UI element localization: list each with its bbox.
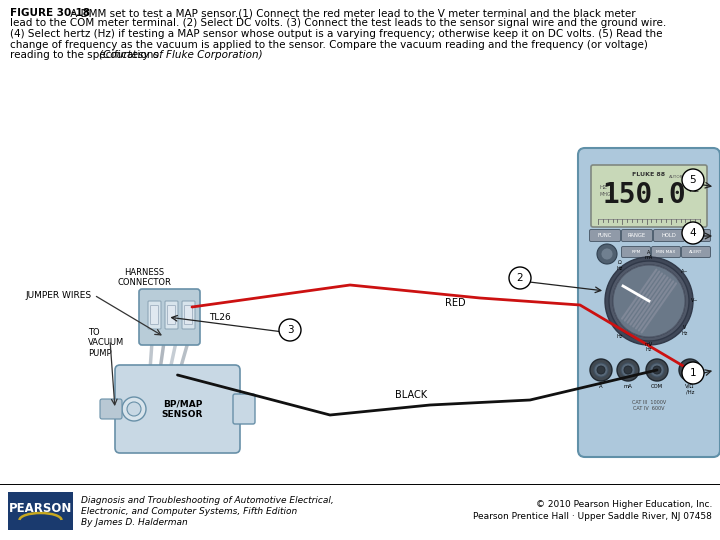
Circle shape [682, 222, 704, 244]
FancyBboxPatch shape [184, 306, 192, 325]
Text: mV
Hz: mV Hz [645, 342, 653, 353]
Text: A~: A~ [680, 269, 688, 274]
Text: MIN MAX: MIN MAX [657, 250, 675, 254]
Text: Ω
Hz: Ω Hz [616, 260, 623, 271]
Text: change of frequency as the vacuum is applied to the sensor. Compare the vacuum r: change of frequency as the vacuum is app… [10, 39, 648, 50]
Text: CAT III  1000V
CAT IV  600V: CAT III 1000V CAT IV 600V [632, 400, 666, 411]
Text: lead to the COM meter terminal. (2) Select DC volts. (3) Connect the test leads : lead to the COM meter terminal. (2) Sele… [10, 18, 666, 29]
Text: TO
VACUUM
PUMP: TO VACUUM PUMP [88, 328, 125, 358]
Text: A: A [599, 384, 603, 389]
Text: ALERT: ALERT [689, 250, 703, 254]
Text: © 2010 Pearson Higher Education, Inc.: © 2010 Pearson Higher Education, Inc. [536, 500, 712, 509]
Circle shape [605, 257, 693, 345]
FancyBboxPatch shape [652, 246, 680, 258]
Text: V
Hz: V Hz [681, 325, 688, 336]
Text: MHG: MHG [599, 192, 611, 197]
Text: Hz: Hz [616, 334, 623, 339]
FancyBboxPatch shape [591, 165, 707, 227]
Text: V/Ω
/Hz: V/Ω /Hz [685, 384, 695, 395]
Text: By James D. Halderman: By James D. Halderman [81, 518, 188, 527]
Text: RANGE: RANGE [628, 233, 646, 238]
FancyBboxPatch shape [621, 230, 652, 241]
Text: BLACK: BLACK [395, 390, 427, 400]
Circle shape [624, 366, 632, 374]
Circle shape [646, 359, 668, 381]
Text: Hz: Hz [688, 185, 699, 194]
FancyBboxPatch shape [139, 289, 200, 345]
Circle shape [682, 362, 704, 384]
FancyBboxPatch shape [115, 365, 240, 453]
FancyBboxPatch shape [621, 246, 650, 258]
Circle shape [279, 319, 301, 341]
Text: AUTORANGING: AUTORANGING [669, 175, 700, 179]
Circle shape [509, 267, 531, 289]
Circle shape [613, 265, 685, 337]
Circle shape [609, 261, 689, 341]
Circle shape [621, 363, 635, 377]
FancyBboxPatch shape [150, 306, 158, 325]
Text: mA: mA [624, 384, 632, 389]
Text: 150.0: 150.0 [602, 181, 686, 209]
Circle shape [601, 248, 613, 260]
Circle shape [617, 359, 639, 381]
FancyBboxPatch shape [182, 301, 195, 329]
Text: HOLD: HOLD [662, 233, 676, 238]
Text: 5: 5 [690, 175, 696, 185]
Circle shape [594, 363, 608, 377]
Circle shape [122, 397, 146, 421]
Circle shape [613, 265, 685, 337]
Text: (Courtesy of Fluke Corporation): (Courtesy of Fluke Corporation) [99, 50, 263, 60]
Text: Diagnosis and Troubleshooting of Automotive Electrical,: Diagnosis and Troubleshooting of Automot… [81, 496, 334, 505]
Text: A DMM set to test a MAP sensor.(1) Connect the red meter lead to the V meter ter: A DMM set to test a MAP sensor.(1) Conne… [67, 8, 636, 18]
Text: HARNESS
CONNECTOR: HARNESS CONNECTOR [117, 268, 171, 287]
Text: Electronic, and Computer Systems, Fifth Edition: Electronic, and Computer Systems, Fifth … [81, 507, 297, 516]
Circle shape [597, 244, 617, 264]
Text: V~: V~ [691, 299, 698, 303]
FancyBboxPatch shape [165, 301, 178, 329]
Text: 2: 2 [517, 273, 523, 283]
FancyBboxPatch shape [682, 246, 711, 258]
Circle shape [653, 366, 661, 374]
FancyBboxPatch shape [654, 230, 685, 241]
FancyBboxPatch shape [233, 394, 255, 424]
Circle shape [590, 359, 612, 381]
Text: REL: REL [693, 233, 703, 238]
Text: Pearson Prentice Hall · Upper Saddle River, NJ 07458: Pearson Prentice Hall · Upper Saddle Riv… [473, 512, 712, 521]
FancyBboxPatch shape [590, 230, 621, 241]
Text: JUMPER WIRES: JUMPER WIRES [26, 291, 92, 300]
Circle shape [682, 169, 704, 191]
Text: FLUKE 88: FLUKE 88 [632, 172, 665, 177]
Text: 3: 3 [287, 325, 293, 335]
FancyBboxPatch shape [148, 301, 161, 329]
Text: (4) Select hertz (Hz) if testing a MAP sensor whose output is a varying frequenc: (4) Select hertz (Hz) if testing a MAP s… [10, 29, 662, 39]
Text: TL26: TL26 [209, 313, 230, 321]
Circle shape [686, 366, 694, 374]
FancyBboxPatch shape [168, 306, 176, 325]
FancyBboxPatch shape [8, 492, 73, 530]
Circle shape [597, 366, 605, 374]
Text: 1: 1 [690, 368, 696, 378]
Text: BP/MAP
SENSOR: BP/MAP SENSOR [162, 399, 203, 418]
Circle shape [683, 363, 697, 377]
FancyBboxPatch shape [100, 399, 122, 419]
Circle shape [127, 402, 141, 416]
Text: FIGURE 30-18: FIGURE 30-18 [10, 8, 90, 18]
Text: FUNC: FUNC [598, 233, 612, 238]
FancyBboxPatch shape [578, 148, 720, 457]
Text: RED: RED [445, 298, 466, 308]
Circle shape [679, 359, 701, 381]
Text: PEARSON: PEARSON [9, 502, 72, 515]
Text: RPM: RPM [631, 250, 641, 254]
Circle shape [650, 363, 664, 377]
Text: reading to the specifications.: reading to the specifications. [10, 50, 166, 60]
Text: 4: 4 [690, 228, 696, 238]
Text: HZ: HZ [599, 185, 607, 190]
Text: A
mA: A mA [645, 249, 653, 260]
Text: COM: COM [651, 384, 663, 389]
FancyBboxPatch shape [685, 230, 711, 241]
